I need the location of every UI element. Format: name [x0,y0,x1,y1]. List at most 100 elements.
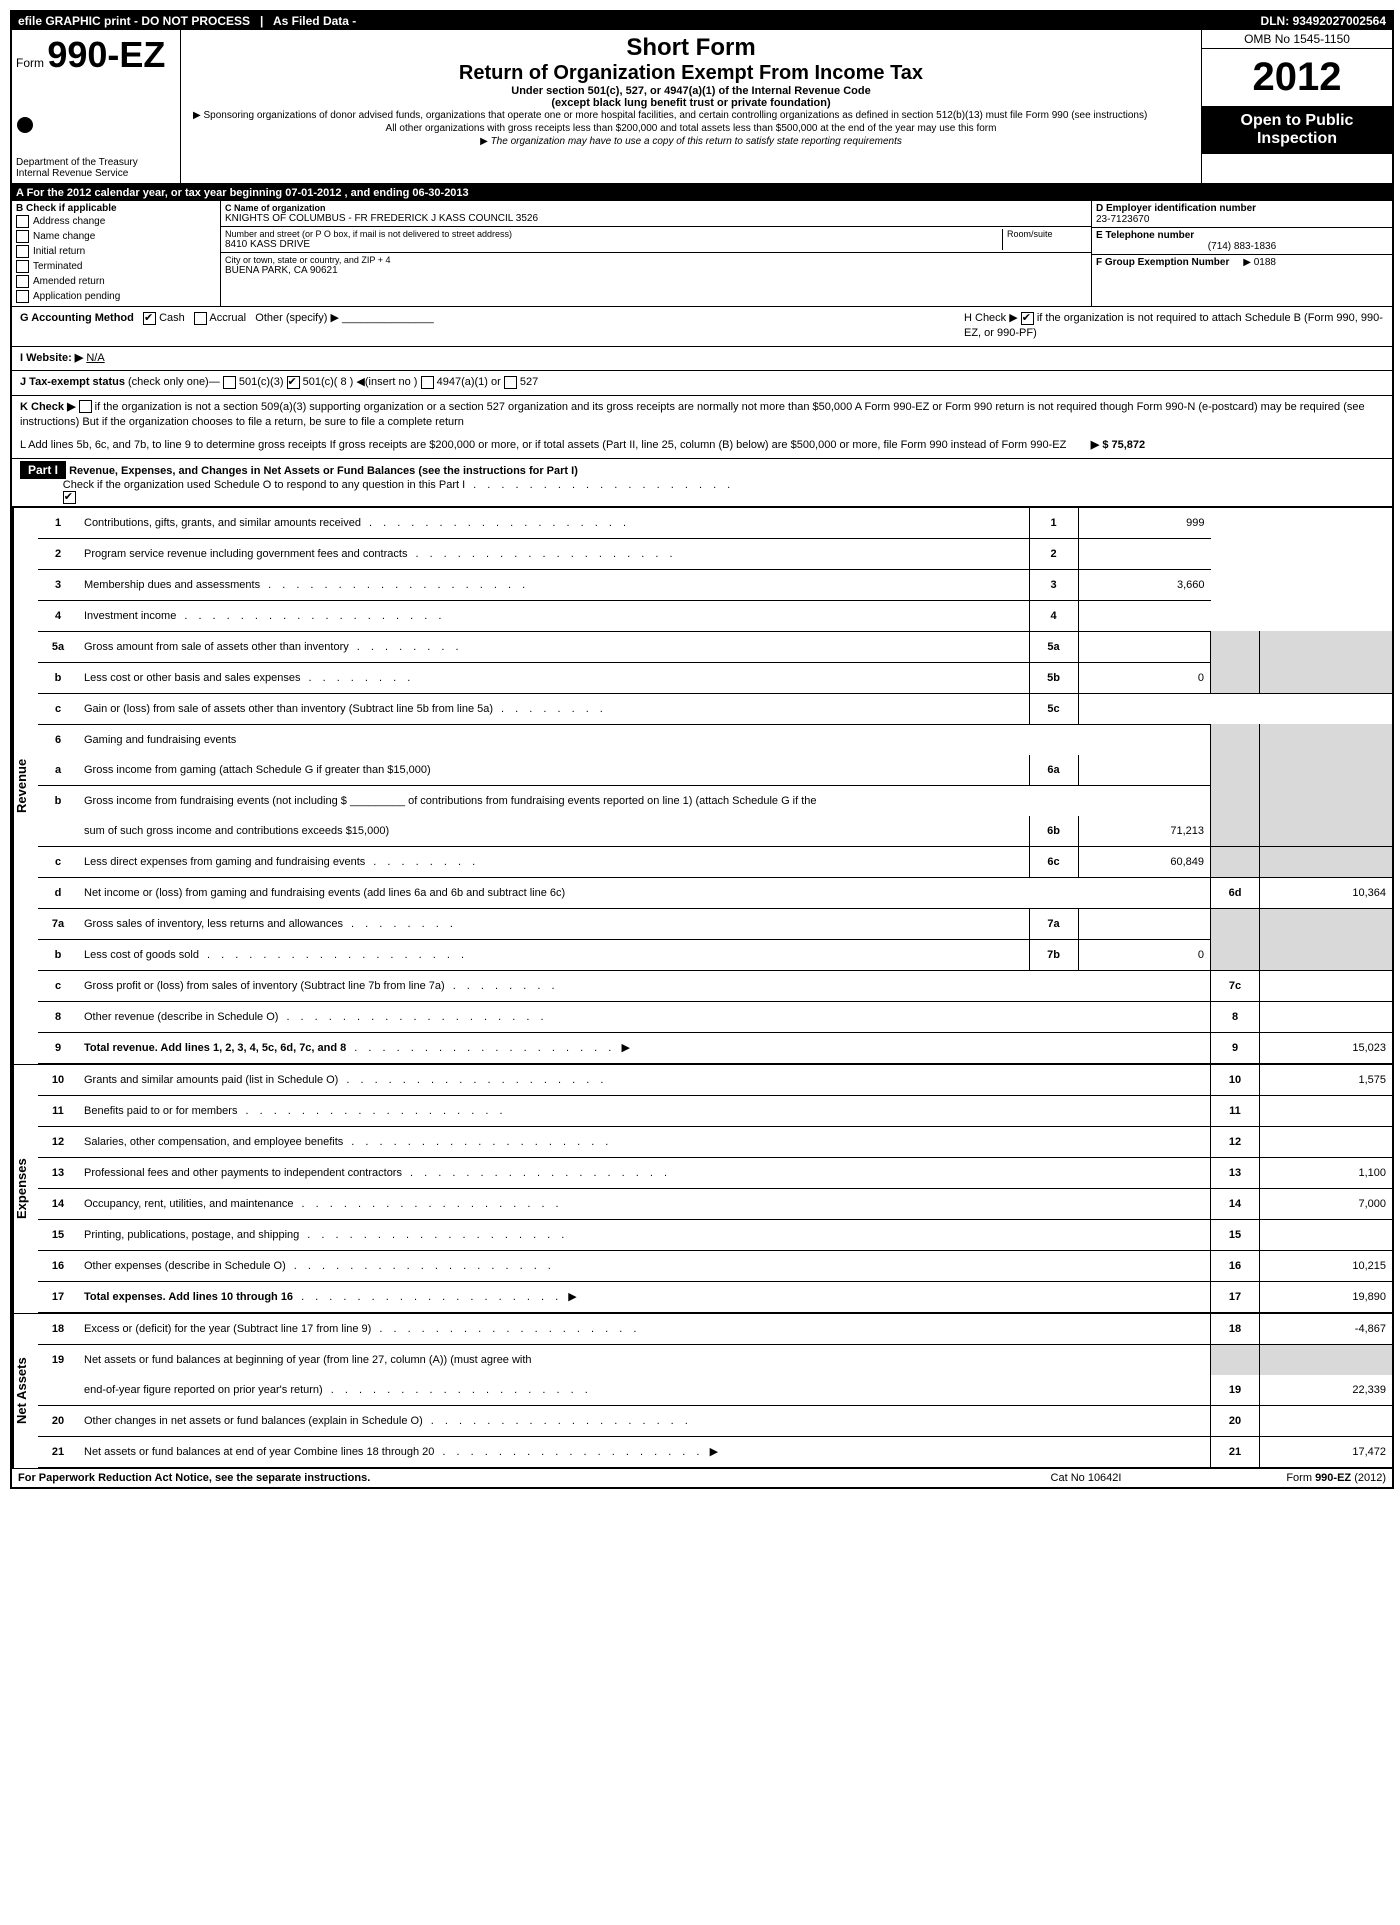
l16-text: Other expenses (describe in Schedule O) [78,1250,1211,1281]
l6-text: Gaming and fundraising events [78,724,1211,755]
part-i-header: Part I Revenue, Expenses, and Changes in… [12,459,1392,507]
chk-accrual[interactable] [194,312,207,325]
l18-val: -4,867 [1260,1314,1393,1345]
l21-cell: Net assets or fund balances at end of ye… [78,1436,1211,1467]
l-val: ▶ $ 75,872 [1091,439,1145,451]
header-center: Short Form Return of Organization Exempt… [181,30,1201,183]
chk-cash[interactable] [143,312,156,325]
l10-text: Grants and similar amounts paid (list in… [78,1065,1211,1096]
form-title: Return of Organization Exempt From Incom… [193,62,1189,85]
l4-text: Investment income [78,600,1029,631]
lbl-527: 527 [520,376,538,388]
e-label: E Telephone number [1096,230,1388,241]
l2-val [1078,538,1211,569]
l7b-val: 0 [1078,939,1211,970]
l-text: L Add lines 5b, 6c, and 7b, to line 9 to… [20,439,1066,451]
l20-val [1260,1405,1393,1436]
l6d-text: Net income or (loss) from gaming and fun… [78,877,1211,908]
k-text: if the organization is not a section 509… [20,401,1365,428]
vlabel-netassets: Net Assets [12,1314,38,1468]
line-l: L Add lines 5b, 6c, and 7b, to line 9 to… [12,434,1392,458]
lbl-501c: 501(c)( 8 ) [303,376,354,388]
l7c-text: Gross profit or (loss) from sales of inv… [78,970,1211,1001]
l6c-text: Less direct expenses from gaming and fun… [78,846,1029,877]
chk-501c[interactable] [287,376,300,389]
l18-text: Excess or (deficit) for the year (Subtra… [78,1314,1211,1345]
fine-1: ▶ Sponsoring organizations of donor advi… [193,109,1189,122]
chk-schedule-o[interactable] [63,491,76,504]
l6b-text2: sum of such gross income and contributio… [78,816,1029,847]
l3-val: 3,660 [1078,569,1211,600]
l19-val: 22,339 [1260,1375,1393,1406]
l19-text2: end-of-year figure reported on prior yea… [78,1375,1211,1406]
ein: 23-7123670 [1096,214,1388,225]
topbar-right: DLN: 93492027002564 [1261,14,1386,28]
l2-text: Program service revenue including govern… [78,538,1029,569]
l7a-text: Gross sales of inventory, less returns a… [78,908,1029,939]
l11-val [1260,1095,1393,1126]
l9-val: 15,023 [1260,1032,1393,1063]
footer-cat: Cat No 10642I [986,1472,1186,1484]
room-label: Room/suite [1007,229,1087,239]
vlabel-revenue: Revenue [12,508,38,1064]
chk-h[interactable] [1021,312,1034,325]
fine-3: ▶ The organization may have to use a cop… [193,135,1189,148]
f-label: F Group Exemption Number [1096,257,1229,268]
lbl-insert: ◀(insert no ) [356,376,417,388]
lbl-4947: 4947(a)(1) or [437,376,501,388]
tax-year: 2012 [1202,49,1392,106]
l12-text: Salaries, other compensation, and employ… [78,1126,1211,1157]
l6c-val: 60,849 [1078,846,1211,877]
open-public: Open to Public Inspection [1202,106,1392,154]
l17-cell: Total expenses. Add lines 10 through 16 … [78,1281,1211,1312]
line-a-mid: , and ending [345,187,413,199]
netassets-table: 18Excess or (deficit) for the year (Subt… [38,1314,1392,1468]
dept-treasury: Department of the Treasury [16,157,176,168]
chk-name[interactable] [16,230,29,243]
website: N/A [86,352,104,364]
lbl-pending: Application pending [33,291,120,302]
chk-527[interactable] [504,376,517,389]
section-def: D Employer identification number 23-7123… [1091,201,1392,306]
header-left: Form 990-EZ Department of the Treasury I… [12,30,181,183]
city-label: City or town, state or country, and ZIP … [225,255,1087,265]
fine-1-text: Sponsoring organizations of donor advise… [203,110,1147,121]
section-c: C Name of organization KNIGHTS OF COLUMB… [221,201,1091,306]
chk-pending[interactable] [16,290,29,303]
chk-term[interactable] [16,260,29,273]
fine-2: All other organizations with gross recei… [193,122,1189,135]
l11-text: Benefits paid to or for members [78,1095,1211,1126]
section-b: B Check if applicable Address change Nam… [12,201,221,306]
d-label: D Employer identification number [1096,203,1388,214]
l6d-val: 10,364 [1260,877,1393,908]
l7c-val [1260,970,1393,1001]
lbl-initial: Initial return [33,246,85,257]
chk-initial[interactable] [16,245,29,258]
i-label: I Website: ▶ [20,352,83,364]
line-g-h: G Accounting Method Cash Accrual Other (… [12,307,1392,347]
part-title: Revenue, Expenses, and Changes in Net As… [69,465,578,477]
chk-amend[interactable] [16,275,29,288]
l10-val: 1,575 [1260,1065,1393,1096]
expenses-section: Expenses 10Grants and similar amounts pa… [12,1064,1392,1313]
l7b-text: Less cost of goods sold [78,939,1029,970]
dln-label: DLN: [1261,14,1290,28]
h-text1: H Check ▶ [964,312,1018,324]
line-a-begin: 07-01-2012 [285,187,341,199]
lbl-name: Name change [33,231,95,242]
group-exempt: ▶ 0188 [1243,257,1276,268]
footer-form: Form 990-EZ (2012) [1186,1472,1386,1484]
chk-4947[interactable] [421,376,434,389]
dln-value: 93492027002564 [1293,14,1386,28]
form-big: 990-EZ [47,34,165,75]
form-header: Form 990-EZ Department of the Treasury I… [12,30,1392,185]
l15-val [1260,1219,1393,1250]
b-header: B Check if applicable [16,203,216,214]
org-street: 8410 KASS DRIVE [225,239,1002,250]
l19-text: Net assets or fund balances at beginning… [78,1344,1211,1375]
l6b-val: 71,213 [1078,816,1211,847]
chk-k[interactable] [79,400,92,413]
lbl-other: Other (specify) ▶ [255,312,339,324]
chk-address[interactable] [16,215,29,228]
chk-501c3[interactable] [223,376,236,389]
